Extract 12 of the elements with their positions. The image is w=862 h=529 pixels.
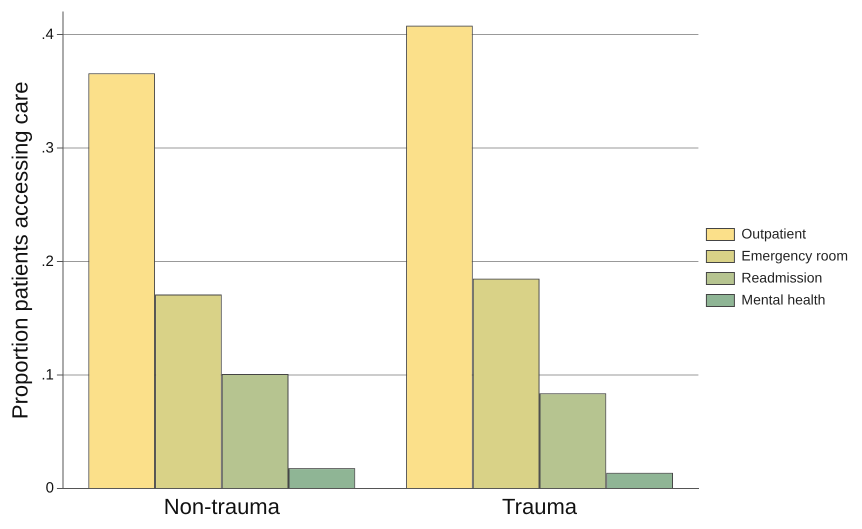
y-tick-label: .2 [41, 252, 54, 270]
legend-label: Readmission [741, 269, 822, 286]
legend-label: Outpatient [741, 225, 806, 242]
x-tick-label: Non-trauma [164, 494, 281, 519]
y-axis-title: Proportion patients accessing care [7, 82, 32, 420]
x-tick-label: Trauma [502, 494, 578, 519]
y-tick-label: .1 [41, 366, 54, 384]
y-tick-label: 0 [46, 480, 54, 497]
y-tick-label: .4 [41, 26, 54, 43]
legend-label: Emergency room [741, 247, 848, 264]
legend-label: Mental health [741, 291, 826, 308]
y-tick-label: .3 [41, 139, 54, 156]
